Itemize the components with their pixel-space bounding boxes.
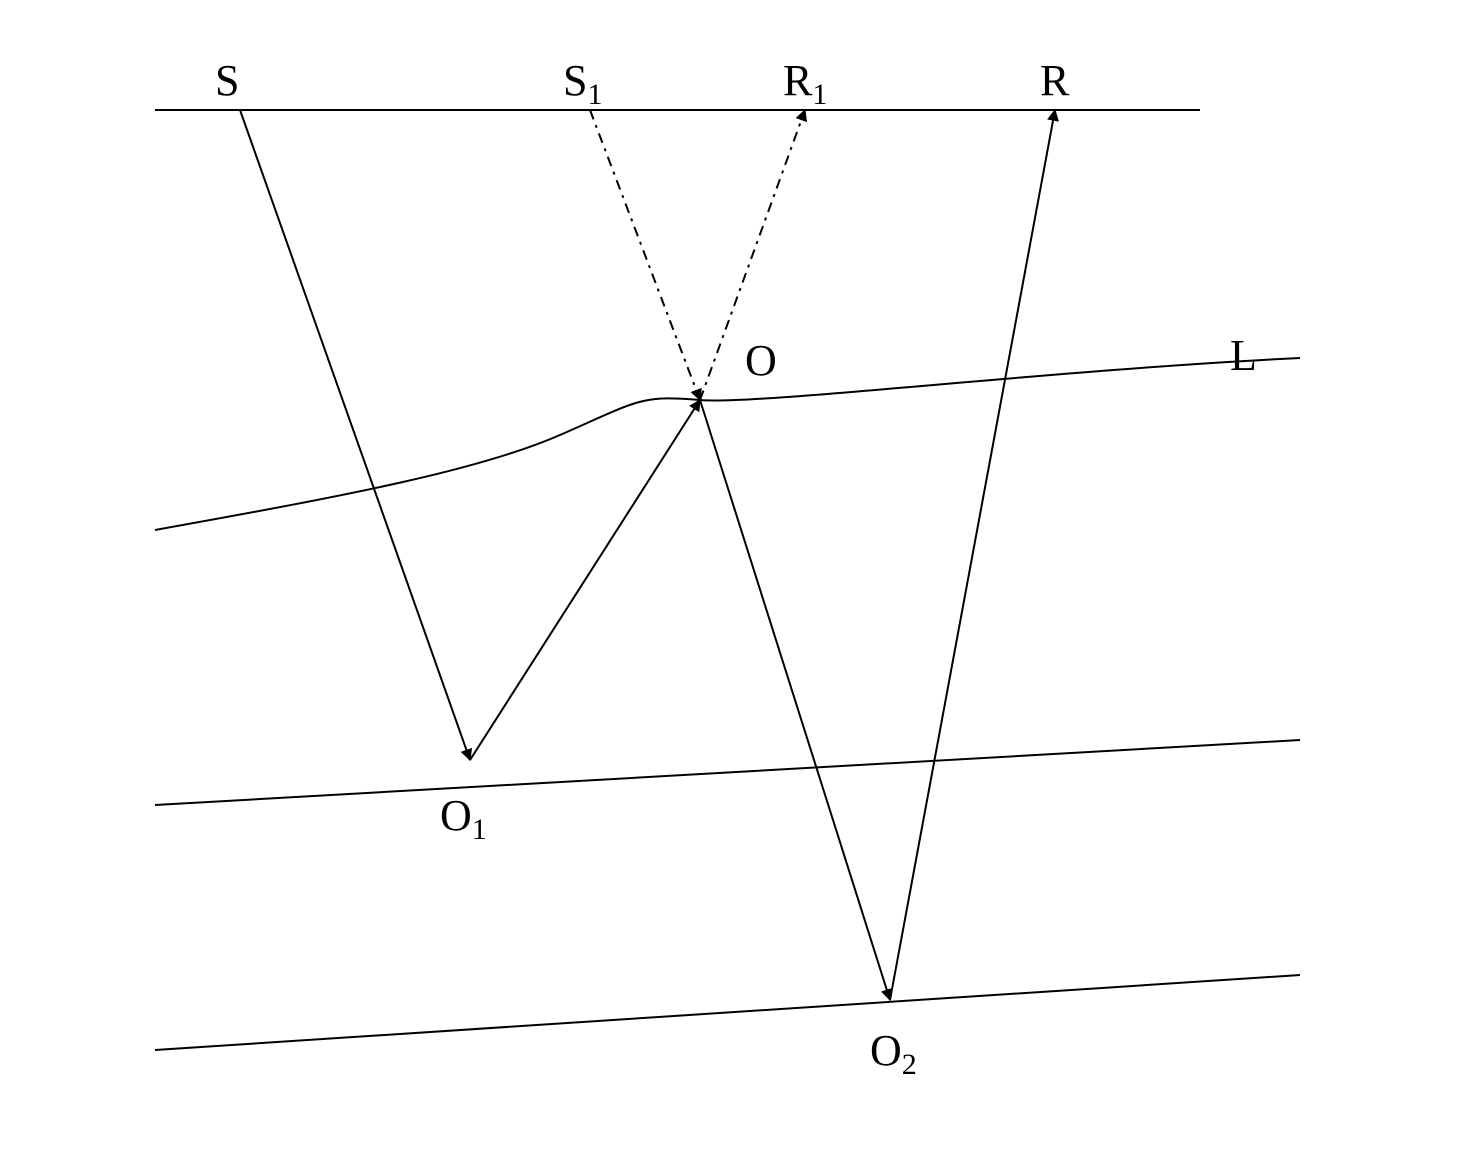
interface-bottom <box>155 975 1300 1050</box>
label-L: L <box>1230 331 1257 380</box>
ray-O-O2 <box>700 400 890 1000</box>
label-S: S <box>215 56 239 105</box>
ray-O1-O <box>470 400 700 760</box>
label-O2: O2 <box>870 1026 917 1081</box>
label-R: R <box>1040 56 1070 105</box>
ray-O2-R <box>890 110 1055 1000</box>
interface-mid <box>155 740 1300 805</box>
label-O1: O1 <box>440 791 487 846</box>
ray-S-O1 <box>240 110 470 760</box>
label-R1: R1 <box>783 56 827 111</box>
ray-S1-O <box>590 110 700 400</box>
interface-L <box>155 358 1300 530</box>
label-O: O <box>745 336 777 385</box>
label-S1: S1 <box>563 56 602 111</box>
